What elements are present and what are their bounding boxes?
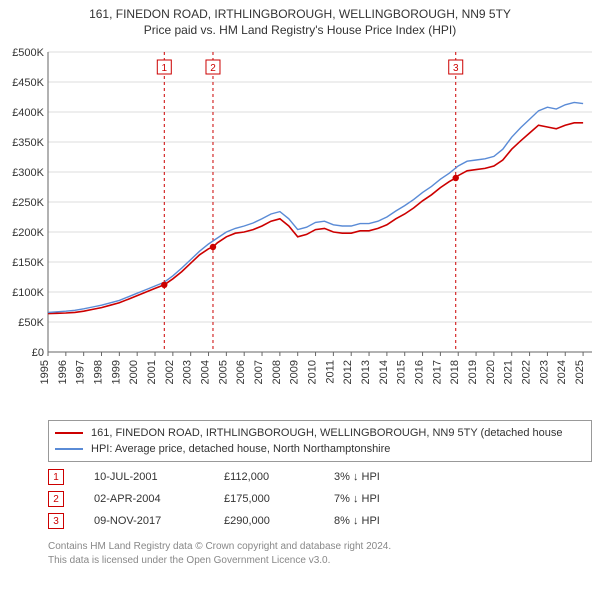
y-tick-label: £250K — [12, 197, 44, 209]
x-tick-label: 2004 — [200, 360, 212, 384]
footer-line-2: This data is licensed under the Open Gov… — [48, 554, 592, 568]
x-tick-label: 2010 — [307, 360, 319, 384]
sale-date: 10-JUL-2001 — [94, 471, 224, 483]
sale-row: 3 09-NOV-2017£290,0008% ↓ HPI — [48, 510, 592, 532]
x-tick-label: 1995 — [39, 360, 51, 384]
x-tick-label: 1999 — [110, 360, 122, 384]
legend-label: HPI: Average price, detached house, Nort… — [91, 443, 390, 455]
y-tick-label: £450K — [12, 77, 44, 89]
sale-dot — [210, 244, 216, 250]
x-tick-label: 1997 — [75, 360, 87, 384]
legend-item: 161, FINEDON ROAD, IRTHLINGBOROUGH, WELL… — [55, 425, 585, 441]
x-tick-label: 2002 — [164, 360, 176, 384]
y-tick-label: £150K — [12, 257, 44, 269]
x-tick-label: 2001 — [146, 360, 158, 384]
sale-row-marker: 1 — [48, 469, 64, 485]
x-tick-label: 2009 — [289, 360, 301, 384]
y-tick-label: £300K — [12, 167, 44, 179]
x-tick-label: 2016 — [414, 360, 426, 384]
chart-svg: £0 £50K £100K £150K £200K £250K £300K £350K £400… — [0, 42, 600, 412]
sale-row: 2 02-APR-2004£175,0007% ↓ HPI — [48, 488, 592, 510]
sale-row-marker: 2 — [48, 491, 64, 507]
sales-table: 1 10-JUL-2001£112,0003% ↓ HPI 2 02-APR-2004… — [48, 466, 592, 532]
y-tick-label: £350K — [12, 137, 44, 149]
title-line-1: 161, FINEDON ROAD, IRTHLINGBOROUGH, WELL… — [0, 6, 600, 22]
x-tick-label: 2018 — [449, 360, 461, 384]
x-tick-label: 2019 — [467, 360, 479, 384]
y-tick-label: £50K — [18, 317, 44, 329]
x-tick-label: 2024 — [556, 360, 568, 384]
y-tick-label: £200K — [12, 227, 44, 239]
x-tick-label: 2023 — [538, 360, 550, 384]
chart-title-block: 161, FINEDON ROAD, IRTHLINGBOROUGH, WELL… — [0, 0, 600, 38]
x-tick-label: 2003 — [182, 360, 194, 384]
legend-item: HPI: Average price, detached house, Nort… — [55, 441, 585, 457]
footer-line-1: Contains HM Land Registry data © Crown c… — [48, 540, 592, 554]
x-tick-label: 2006 — [235, 360, 247, 384]
x-tick-label: 2000 — [128, 360, 140, 384]
x-tick-label: 2013 — [360, 360, 372, 384]
x-tick-label: 1998 — [93, 360, 105, 384]
y-tick-label: £500K — [12, 47, 44, 59]
legend-label: 161, FINEDON ROAD, IRTHLINGBOROUGH, WELL… — [91, 427, 563, 439]
sale-marker-number: 3 — [453, 63, 459, 74]
x-tick-label: 2020 — [485, 360, 497, 384]
x-tick-label: 2025 — [574, 360, 586, 384]
x-tick-label: 2005 — [217, 360, 229, 384]
x-tick-label: 2012 — [342, 360, 354, 384]
x-tick-label: 2008 — [271, 360, 283, 384]
sale-delta: 3% ↓ HPI — [334, 471, 454, 483]
title-line-2: Price paid vs. HM Land Registry's House … — [0, 22, 600, 38]
chart-area: £0 £50K £100K £150K £200K £250K £300K £350K £400… — [0, 42, 600, 412]
y-tick-label: £100K — [12, 287, 44, 299]
sale-dot — [161, 282, 167, 288]
sale-price: £112,000 — [224, 471, 334, 483]
x-tick-label: 2022 — [521, 360, 533, 384]
legend: 161, FINEDON ROAD, IRTHLINGBOROUGH, WELL… — [48, 420, 592, 462]
x-tick-label: 1996 — [57, 360, 69, 384]
sale-row: 1 10-JUL-2001£112,0003% ↓ HPI — [48, 466, 592, 488]
sale-delta: 8% ↓ HPI — [334, 515, 454, 527]
x-tick-label: 2015 — [396, 360, 408, 384]
y-tick-label: £0 — [32, 347, 44, 359]
sale-price: £290,000 — [224, 515, 334, 527]
sale-marker-number: 2 — [210, 63, 216, 74]
x-tick-label: 2021 — [503, 360, 515, 384]
legend-swatch — [55, 448, 83, 450]
x-tick-label: 2017 — [431, 360, 443, 384]
x-tick-label: 2014 — [378, 360, 390, 384]
x-tick-label: 2007 — [253, 360, 265, 384]
legend-swatch — [55, 432, 83, 434]
sale-price: £175,000 — [224, 493, 334, 505]
sale-date: 02-APR-2004 — [94, 493, 224, 505]
sale-delta: 7% ↓ HPI — [334, 493, 454, 505]
y-tick-label: £400K — [12, 107, 44, 119]
sale-row-marker: 3 — [48, 513, 64, 529]
x-tick-label: 2011 — [324, 360, 336, 384]
sale-dot — [453, 175, 459, 181]
footer-note: Contains HM Land Registry data © Crown c… — [48, 540, 592, 567]
sale-marker-number: 1 — [162, 63, 168, 74]
sale-date: 09-NOV-2017 — [94, 515, 224, 527]
